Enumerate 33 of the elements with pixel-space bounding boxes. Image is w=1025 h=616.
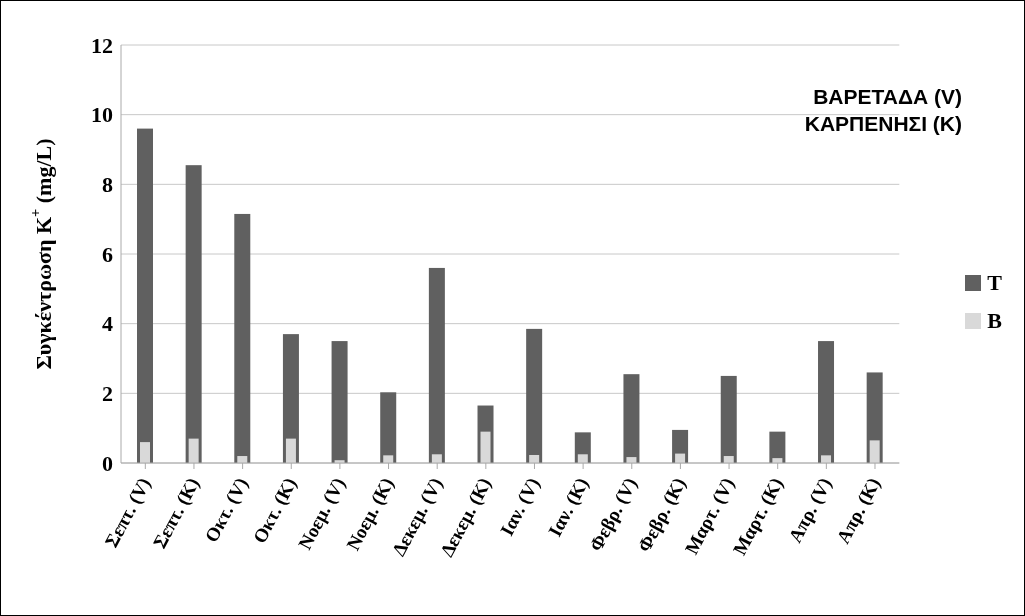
y-tick-label: 6 — [102, 241, 113, 267]
x-tick-label: Ιαν. (V) — [495, 474, 545, 540]
bar — [821, 455, 832, 463]
bar — [137, 128, 153, 463]
bar — [380, 392, 397, 463]
bar — [185, 165, 202, 463]
bar — [331, 341, 348, 463]
bar — [480, 431, 491, 463]
legend-label: B — [987, 308, 1002, 334]
bar — [577, 454, 588, 463]
y-tick-label: 12 — [91, 32, 113, 58]
annotation: ΚΑΡΠΕΝΗΣΙ (K) — [804, 112, 962, 136]
y-tick-label: 8 — [102, 172, 113, 198]
bar — [623, 374, 640, 463]
bar — [818, 341, 835, 463]
bar — [383, 455, 394, 463]
bar — [431, 454, 442, 463]
legend-label: T — [987, 270, 1002, 296]
y-tick-label: 10 — [91, 102, 113, 128]
bar — [526, 328, 543, 463]
x-tick-label: Οκτ. (V) — [200, 474, 253, 547]
bar — [769, 431, 786, 463]
y-tick-label: 4 — [102, 311, 113, 337]
bar — [720, 375, 737, 463]
bar — [188, 438, 199, 463]
bar — [285, 438, 296, 463]
bar — [140, 442, 150, 463]
annotation: ΒΑΡΕΤΑΔΑ (V) — [813, 85, 962, 109]
bar — [234, 213, 251, 463]
bar — [428, 267, 445, 463]
bar — [869, 440, 880, 463]
y-tick-label: 0 — [102, 450, 113, 476]
y-tick-label: 2 — [102, 381, 113, 407]
